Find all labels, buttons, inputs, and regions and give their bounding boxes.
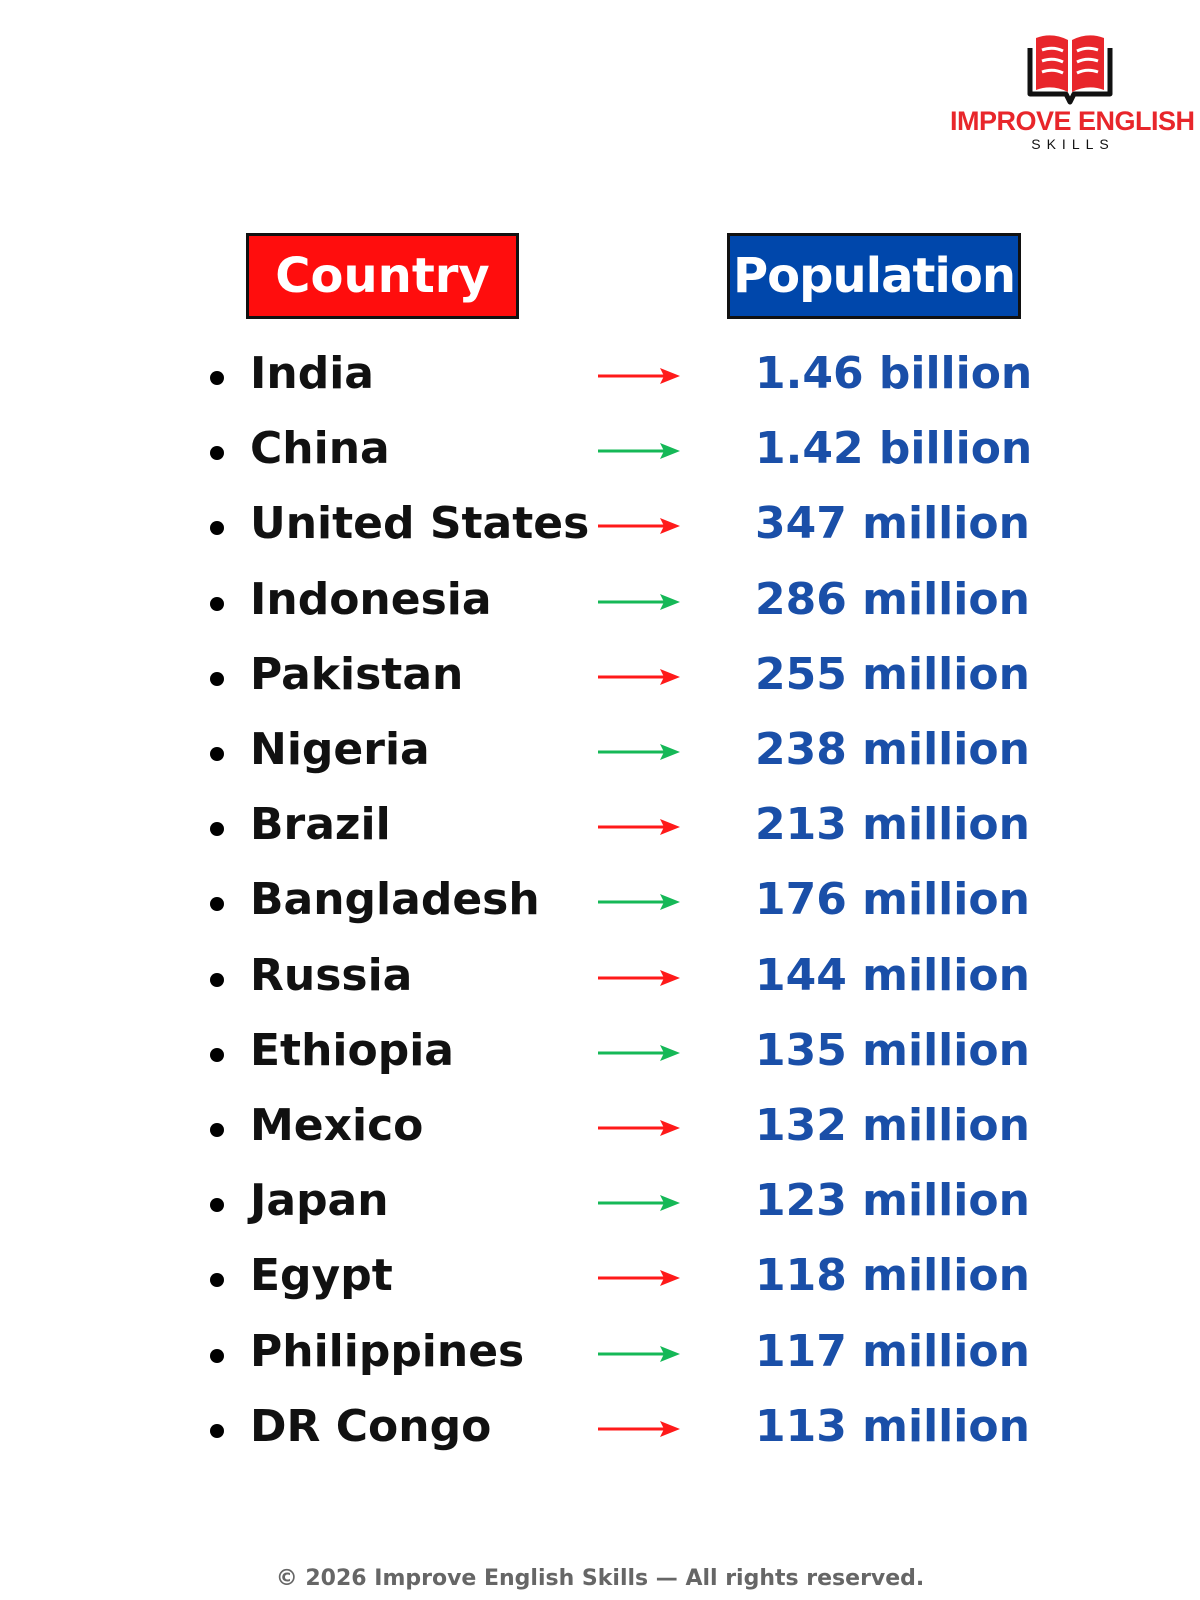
bullet-icon bbox=[210, 897, 224, 912]
copyright-footer: © 2026 Improve English Skills — All righ… bbox=[275, 1566, 925, 1591]
list-item: China 1.42 billion bbox=[0, 415, 1200, 490]
population-value: 286 million bbox=[755, 573, 1030, 625]
bullet-icon bbox=[210, 1123, 224, 1137]
list-item: DR Congo 113 million bbox=[0, 1393, 1200, 1468]
right-arrow-icon bbox=[598, 819, 680, 836]
population-value: 135 million bbox=[755, 1024, 1030, 1076]
country-name: Ethiopia bbox=[250, 1024, 454, 1076]
brand-subtitle: SKILLS bbox=[1031, 136, 1115, 152]
right-arrow-icon bbox=[598, 1420, 680, 1437]
brand-logo: IMPROVE ENGLISH SKILLS bbox=[950, 30, 1195, 152]
brand-title: IMPROVE ENGLISH bbox=[950, 106, 1195, 136]
population-value: 132 million bbox=[755, 1100, 1030, 1151]
bullet-icon bbox=[210, 521, 224, 536]
list-item: Philippines 117 million bbox=[0, 1318, 1200, 1393]
list-item: United States 347 million bbox=[0, 490, 1200, 565]
list-item: Mexico 132 million bbox=[0, 1092, 1200, 1167]
bullet-icon bbox=[210, 371, 224, 385]
bullet-icon bbox=[210, 1198, 224, 1213]
bullet-icon bbox=[210, 1348, 224, 1363]
right-arrow-icon bbox=[598, 668, 680, 685]
population-value: 113 million bbox=[755, 1400, 1030, 1452]
population-value: 144 million bbox=[755, 949, 1030, 1001]
right-arrow-icon bbox=[598, 1195, 680, 1212]
population-value: 238 million bbox=[755, 724, 1030, 775]
list-item: Brazil 213 million bbox=[0, 791, 1200, 866]
population-value: 117 million bbox=[755, 1325, 1030, 1377]
bullet-icon bbox=[210, 596, 224, 611]
country-name: DR Congo bbox=[250, 1400, 492, 1452]
bullet-icon bbox=[210, 822, 224, 837]
bullet-icon bbox=[210, 1273, 224, 1288]
country-name: United States bbox=[250, 498, 590, 550]
right-arrow-icon bbox=[598, 894, 680, 911]
country-name: Brazil bbox=[250, 799, 391, 851]
country-name: Japan bbox=[250, 1175, 389, 1227]
country-name: Mexico bbox=[250, 1100, 424, 1151]
list-item: Pakistan 255 million bbox=[0, 641, 1200, 716]
country-name: Egypt bbox=[250, 1250, 393, 1302]
right-arrow-icon bbox=[598, 443, 680, 460]
list-item: India 1.46 billion bbox=[0, 340, 1200, 415]
right-arrow-icon bbox=[598, 593, 680, 610]
right-arrow-icon bbox=[598, 1120, 680, 1136]
population-value: 123 million bbox=[755, 1175, 1030, 1227]
list-item: Bangladesh 176 million bbox=[0, 866, 1200, 941]
population-value: 1.42 billion bbox=[755, 423, 1033, 475]
country-name: Bangladesh bbox=[250, 874, 540, 926]
country-name: Indonesia bbox=[250, 573, 492, 625]
country-name: India bbox=[250, 348, 374, 399]
population-value: 255 million bbox=[755, 648, 1030, 700]
list-item: Indonesia 286 million bbox=[0, 566, 1200, 641]
right-arrow-icon bbox=[598, 744, 680, 760]
bullet-icon bbox=[210, 446, 224, 461]
right-arrow-icon bbox=[598, 1345, 680, 1362]
population-value: 347 million bbox=[755, 498, 1030, 550]
population-value: 176 million bbox=[755, 874, 1030, 926]
list-item: Egypt 118 million bbox=[0, 1242, 1200, 1317]
list-item: Japan 123 million bbox=[0, 1167, 1200, 1242]
right-arrow-icon bbox=[598, 368, 680, 384]
right-arrow-icon bbox=[598, 1044, 680, 1061]
open-book-icon bbox=[1027, 35, 1113, 105]
bullet-icon bbox=[210, 1047, 224, 1062]
country-name: Philippines bbox=[250, 1325, 525, 1377]
bullet-icon bbox=[210, 671, 224, 686]
bullet-icon bbox=[210, 972, 224, 987]
population-value: 1.46 billion bbox=[755, 348, 1033, 399]
population-value: 213 million bbox=[755, 799, 1030, 851]
population-value: 118 million bbox=[755, 1250, 1030, 1302]
population-column-header: Population bbox=[727, 233, 1021, 319]
country-name: Nigeria bbox=[250, 724, 430, 775]
right-arrow-icon bbox=[598, 969, 680, 986]
list-item: Nigeria 238 million bbox=[0, 716, 1200, 791]
country-name: China bbox=[250, 423, 390, 475]
country-column-header: Country bbox=[246, 233, 519, 319]
list-item: Ethiopia 135 million bbox=[0, 1017, 1200, 1092]
list-item: Russia 144 million bbox=[0, 942, 1200, 1017]
bullet-icon bbox=[210, 1423, 224, 1438]
country-name: Russia bbox=[250, 949, 413, 1001]
country-name: Pakistan bbox=[250, 648, 464, 700]
right-arrow-icon bbox=[598, 1270, 680, 1287]
bullet-icon bbox=[210, 747, 224, 761]
right-arrow-icon bbox=[598, 518, 680, 535]
